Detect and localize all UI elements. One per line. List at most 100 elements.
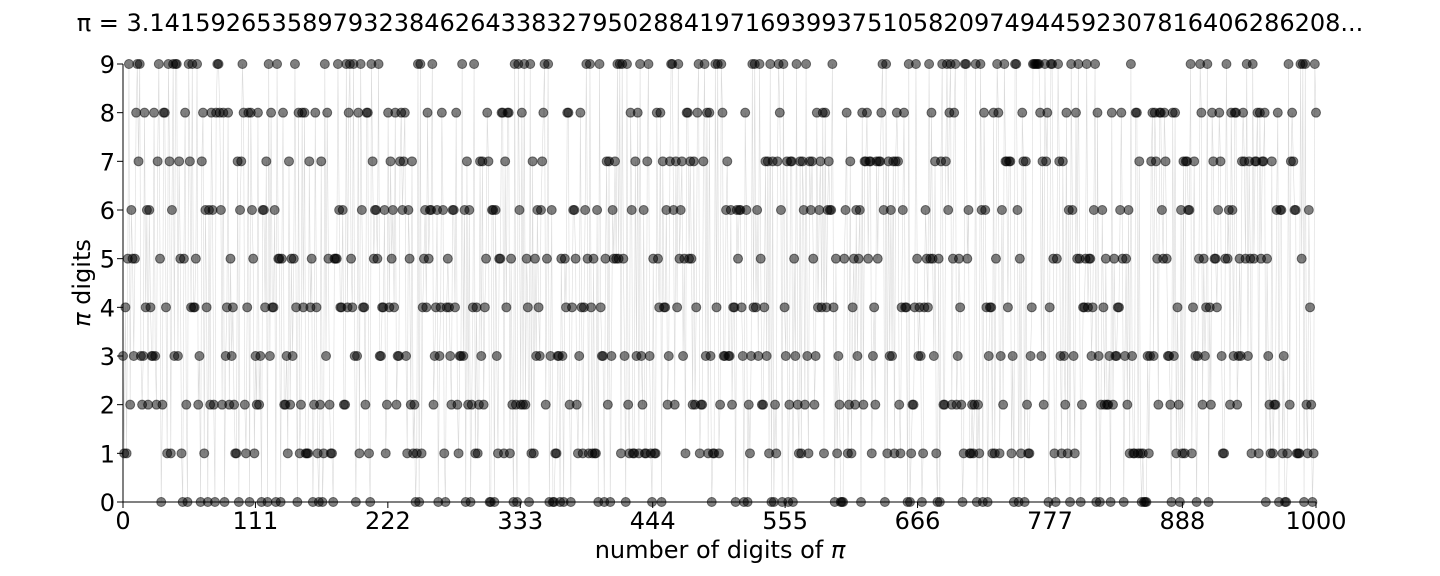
data-point xyxy=(770,399,781,410)
x-tick-label: 777 xyxy=(1027,507,1073,535)
x-tick-label: 555 xyxy=(762,507,808,535)
data-point xyxy=(178,253,189,264)
data-point xyxy=(159,107,170,118)
data-point xyxy=(899,107,909,118)
data-point xyxy=(1100,253,1111,264)
data-point xyxy=(1221,59,1232,69)
data-point xyxy=(1202,59,1213,69)
data-point xyxy=(196,156,207,167)
data-point xyxy=(504,448,515,459)
data-point xyxy=(1069,448,1080,459)
data-point xyxy=(1153,399,1164,410)
data-point xyxy=(537,156,548,167)
data-point xyxy=(1017,107,1028,118)
x-tick-label: 222 xyxy=(365,507,411,535)
data-point xyxy=(355,59,366,69)
data-point xyxy=(841,107,852,118)
data-point xyxy=(791,59,802,69)
data-point xyxy=(1014,253,1025,264)
data-point xyxy=(779,302,790,313)
data-point xyxy=(1156,205,1167,215)
data-point xyxy=(500,156,511,167)
data-point xyxy=(786,156,797,167)
data-point xyxy=(1258,156,1269,167)
data-point xyxy=(1211,302,1222,313)
data-point xyxy=(688,156,699,167)
data-point xyxy=(1300,59,1311,69)
data-point xyxy=(1143,448,1154,459)
data-point xyxy=(288,253,299,264)
data-point xyxy=(962,253,973,264)
data-point xyxy=(1041,156,1052,167)
data-point xyxy=(401,351,412,361)
data-point xyxy=(722,156,733,167)
data-point xyxy=(160,302,171,313)
data-point xyxy=(139,107,150,118)
data-point xyxy=(1022,399,1033,410)
data-point xyxy=(920,205,931,215)
data-point xyxy=(1188,302,1198,313)
data-point xyxy=(231,448,242,459)
data-point xyxy=(716,59,727,69)
data-point xyxy=(784,399,795,410)
data-point xyxy=(672,302,683,313)
data-point xyxy=(415,59,426,69)
data-point xyxy=(663,351,674,361)
data-point xyxy=(1309,59,1320,69)
data-point xyxy=(451,107,462,118)
data-point xyxy=(998,399,1009,410)
data-point xyxy=(193,399,204,410)
data-point xyxy=(239,399,250,410)
data-point xyxy=(1296,253,1307,264)
x-tick-label: 1000 xyxy=(1285,507,1346,535)
data-point xyxy=(1227,205,1238,215)
data-point xyxy=(483,156,494,167)
data-point xyxy=(850,399,861,410)
data-point xyxy=(373,59,384,69)
data-point xyxy=(315,399,326,410)
data-point xyxy=(910,59,921,69)
data-point xyxy=(653,253,663,264)
y-tick-label: 6 xyxy=(100,197,115,225)
data-point xyxy=(621,59,632,69)
data-point xyxy=(863,253,874,264)
data-point xyxy=(826,205,837,215)
data-point xyxy=(520,399,531,410)
data-point xyxy=(922,302,933,313)
data-point xyxy=(1006,448,1017,459)
data-point xyxy=(490,205,501,215)
data-point xyxy=(1097,205,1108,215)
data-point xyxy=(1168,351,1179,361)
x-tick-label: 0 xyxy=(115,507,130,535)
data-point xyxy=(461,156,472,167)
data-point xyxy=(834,399,845,410)
data-point xyxy=(268,302,279,313)
data-point xyxy=(724,351,735,361)
data-point xyxy=(699,59,710,69)
data-point xyxy=(866,448,877,459)
data-point xyxy=(458,351,469,361)
data-point xyxy=(1272,107,1283,118)
data-point xyxy=(538,107,549,118)
data-point xyxy=(1288,156,1299,167)
data-point xyxy=(448,205,459,215)
data-point xyxy=(235,205,246,215)
data-point xyxy=(559,253,570,264)
data-point xyxy=(126,205,137,215)
data-point xyxy=(963,205,974,215)
data-point xyxy=(1247,59,1258,69)
x-axis-label: number of digits of π xyxy=(595,536,846,564)
data-point xyxy=(692,107,703,118)
data-point xyxy=(752,205,763,215)
data-point xyxy=(421,302,432,313)
data-point xyxy=(278,107,289,118)
data-point xyxy=(557,351,568,361)
data-point xyxy=(399,107,410,118)
data-point xyxy=(644,351,655,361)
data-point xyxy=(563,107,574,118)
data-point xyxy=(264,351,275,361)
data-point xyxy=(551,448,562,459)
data-point xyxy=(1107,399,1118,410)
data-point xyxy=(134,59,145,69)
data-point xyxy=(750,302,761,313)
